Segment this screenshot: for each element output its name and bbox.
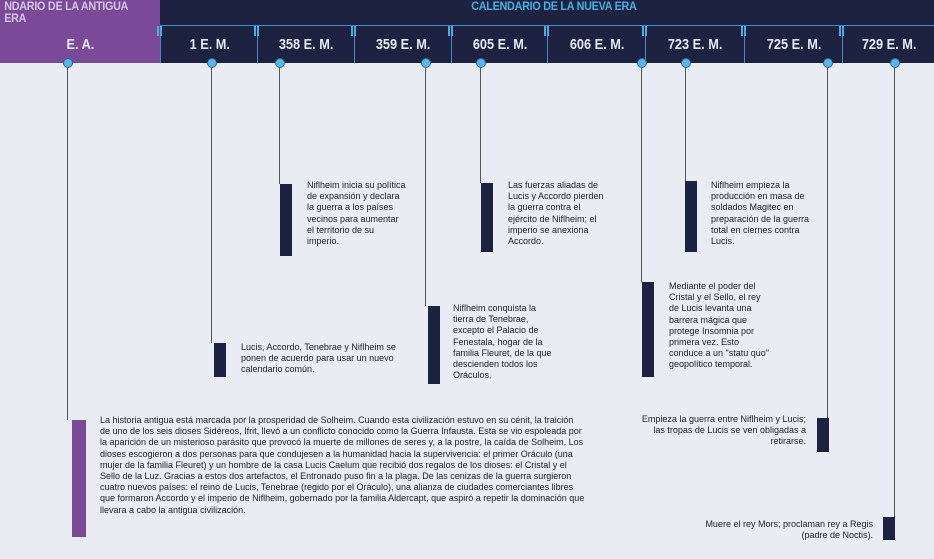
timeline-dot [823,58,833,68]
event-description: Muere el rey Mors; proclaman rey a Regis… [705,519,873,541]
event-marker-bar [72,420,86,537]
tick-mark [839,26,844,36]
event-description: Niflheim inicia su política de expansión… [307,180,406,247]
timeline-dot [890,58,900,68]
event-marker-bar [642,282,654,377]
year-label: 358 E. M. [279,36,334,53]
timeline-line [279,63,280,184]
timeline-dot [207,58,217,68]
tick-mark [741,26,746,36]
year-column: E. A. [0,27,160,63]
timeline-dot [476,58,486,68]
tick-mark [544,26,549,36]
event-marker-bar [481,183,493,252]
timeline-line [827,63,828,418]
event-description: Las fuerzas aliadas de Lucis y Accordo p… [508,180,604,247]
tick-mark [157,26,162,36]
year-column: 1 E. M. [160,27,258,63]
event-marker-bar [883,517,895,540]
year-label: 729 E. M. [861,36,917,53]
timeline-line [480,63,481,183]
new-era-title: CALENDARIO DE LA NUEVA ERA [471,0,637,13]
event-description: Mediante el poder del Cristal y el Sello… [669,281,769,370]
year-column: 606 E. M. [547,27,646,63]
timeline-line [641,63,642,282]
event-description: La historia antigua está marcada por la … [100,415,585,515]
event-description: Lucis, Accordo, Tenebrae y Niflheim se p… [241,342,396,375]
timeline-line [211,63,212,343]
year-label: 723 E. M. [668,36,723,53]
year-label: 1 E. M. [189,36,230,53]
timeline-dot [63,58,73,68]
year-column: 358 E. M. [257,27,355,63]
year-column: 723 E. M. [645,27,745,63]
year-label: 605 E. M. [472,36,528,53]
event-description: Empieza la guerra entre Niflheim y Lucis… [641,414,806,447]
year-column: 359 E. M. [354,27,452,63]
year-label: E. A. [66,36,94,53]
timeline-dot [681,58,691,68]
event-marker-bar [817,418,829,452]
year-column: 725 E. M. [744,27,843,63]
event-marker-bar [280,184,292,256]
year-label: 725 E. M. [766,36,822,53]
year-label: 606 E. M. [569,36,625,53]
timeline-line [67,63,68,420]
timeline-dot [421,58,431,68]
year-label: 359 E. M. [376,36,431,53]
event-marker-bar [685,181,697,252]
year-column: 605 E. M. [451,27,548,63]
event-description: Niflheim empieza la producción en masa d… [711,180,810,247]
tick-mark [642,26,647,36]
tick-mark [351,26,356,36]
timeline-dot [637,58,647,68]
old-era-title: NDARIO DE LA ANTIGUA ERA [4,0,128,25]
divider [160,25,934,26]
tick-mark [254,26,259,36]
event-marker-bar [214,343,226,377]
tick-mark [448,26,453,36]
timeline-line [894,63,895,517]
year-column: 729 E. M. [842,27,934,63]
timeline-line [685,63,686,181]
event-description: Niflheim conquista la tierra de Tenebrae… [453,303,552,381]
event-marker-bar [428,306,440,384]
timeline-dot [275,58,285,68]
timeline-line [425,63,426,306]
